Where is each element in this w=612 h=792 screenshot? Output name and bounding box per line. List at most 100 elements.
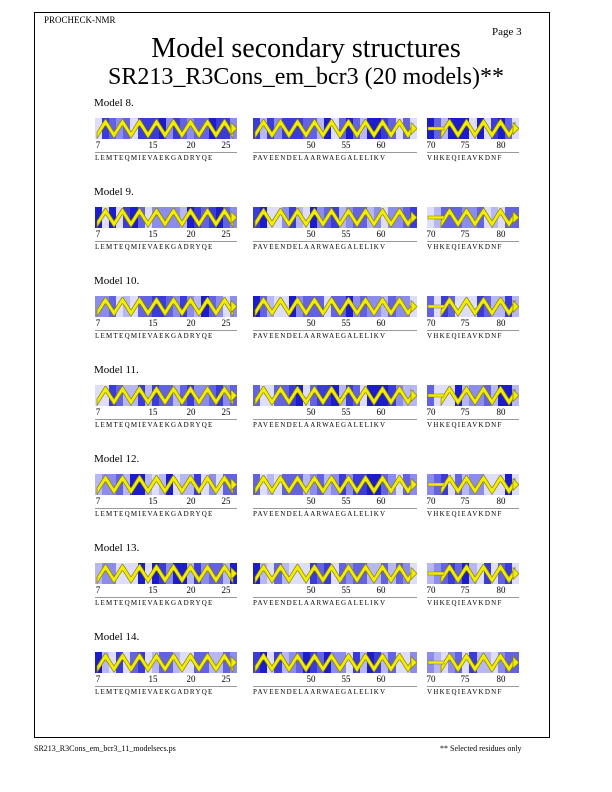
residue-cell (427, 207, 435, 228)
residue-cell (165, 118, 174, 139)
residue-cell (310, 563, 318, 584)
residue-number-tick: 60 (376, 140, 386, 150)
residue-cell (469, 385, 477, 406)
residue-cell (215, 207, 223, 228)
residue-cell (338, 385, 346, 406)
residue-sequence: LEMTEQMIEVAEKGADRYQE (95, 421, 214, 429)
residue-cell (511, 207, 520, 228)
residue-shading-bar (253, 207, 417, 228)
residue-number-tick: 50 (306, 229, 316, 239)
residue-cell (302, 563, 310, 584)
residue-number-tick: 20 (186, 674, 196, 684)
sequence-rule (427, 508, 519, 509)
residue-cell (504, 385, 512, 406)
residue-cell (137, 652, 145, 673)
residue-cell (194, 563, 202, 584)
residue-number-tick: 75 (460, 585, 470, 595)
residue-cell (455, 563, 463, 584)
residue-cell (260, 474, 268, 495)
residue-number-tick: 50 (306, 674, 316, 684)
residue-cell (345, 563, 353, 584)
residue-number-tick: 70 (426, 407, 436, 417)
residue-cell (483, 207, 491, 228)
residue-cell (462, 118, 470, 139)
residue-cell (267, 563, 275, 584)
residue-cell (504, 296, 512, 317)
residue-cell (180, 296, 188, 317)
residue-cell (109, 118, 117, 139)
residue-cell (511, 563, 520, 584)
residue-number-tick: 25 (221, 229, 231, 239)
residue-shading-bar (427, 652, 520, 673)
residue-cell (194, 118, 202, 139)
residue-cell (331, 385, 339, 406)
residue-cell (490, 652, 498, 673)
residue-cell (345, 652, 353, 673)
residue-cell (448, 296, 456, 317)
residue-cell (434, 563, 442, 584)
residue-cell (476, 474, 484, 495)
residue-cell (288, 207, 296, 228)
residue-cell (222, 652, 230, 673)
residue-cell (187, 296, 195, 317)
residue-cell (469, 118, 477, 139)
residue-cell (288, 652, 296, 673)
residue-number-tick: 15 (148, 229, 158, 239)
residue-cell (95, 296, 103, 317)
residue-cell (215, 385, 223, 406)
residue-cell (367, 118, 375, 139)
residue-cell (367, 563, 375, 584)
model-label: Model 10. (94, 275, 140, 287)
residue-cell (338, 474, 346, 495)
residue-cell (352, 474, 360, 495)
residue-sequence: LEMTEQMIEVAEKGADRYQE (95, 599, 214, 607)
residue-cell (427, 385, 435, 406)
residue-cell (402, 385, 410, 406)
residue-cell (352, 296, 360, 317)
residue-cell (476, 385, 484, 406)
residue-cell (317, 563, 325, 584)
residue-cell (137, 207, 145, 228)
residue-cell (208, 563, 216, 584)
residue-cell (158, 563, 166, 584)
residue-cell (288, 474, 296, 495)
residue-cell (504, 474, 512, 495)
residue-shading-bar (253, 652, 417, 673)
residue-number-tick: 7 (95, 585, 101, 595)
residue-cell (95, 652, 103, 673)
residue-cell (324, 563, 332, 584)
residue-cell (434, 385, 442, 406)
residue-cell (208, 207, 216, 228)
residue-shading-bar (253, 296, 417, 317)
residue-cell (359, 207, 367, 228)
residue-cell (367, 474, 375, 495)
residue-cell (260, 207, 268, 228)
residue-cell (165, 652, 174, 673)
residue-sequence: VHKEQIEAVKDNF (427, 599, 503, 607)
residue-cell (130, 207, 138, 228)
residue-cell (302, 474, 310, 495)
residue-cell (116, 118, 124, 139)
residue-cell (324, 207, 332, 228)
residue-cell (116, 296, 124, 317)
residue-cell (281, 474, 289, 495)
residue-cell (441, 207, 449, 228)
residue-cell (395, 563, 403, 584)
residue-cell (302, 118, 310, 139)
residue-cell (381, 563, 389, 584)
residue-number-tick: 55 (341, 674, 351, 684)
residue-cell (359, 652, 367, 673)
residue-cell (201, 563, 209, 584)
residue-number-tick: 25 (221, 407, 231, 417)
residue-cell (102, 296, 110, 317)
residue-cell (490, 207, 498, 228)
residue-cell (483, 652, 491, 673)
residue-number-tick: 55 (341, 318, 351, 328)
residue-cell (116, 207, 124, 228)
residue-cell (288, 563, 296, 584)
residue-cell (187, 385, 195, 406)
residue-cell (281, 207, 289, 228)
residue-cell (274, 474, 282, 495)
residue-cell (194, 652, 202, 673)
residue-cell (497, 652, 505, 673)
